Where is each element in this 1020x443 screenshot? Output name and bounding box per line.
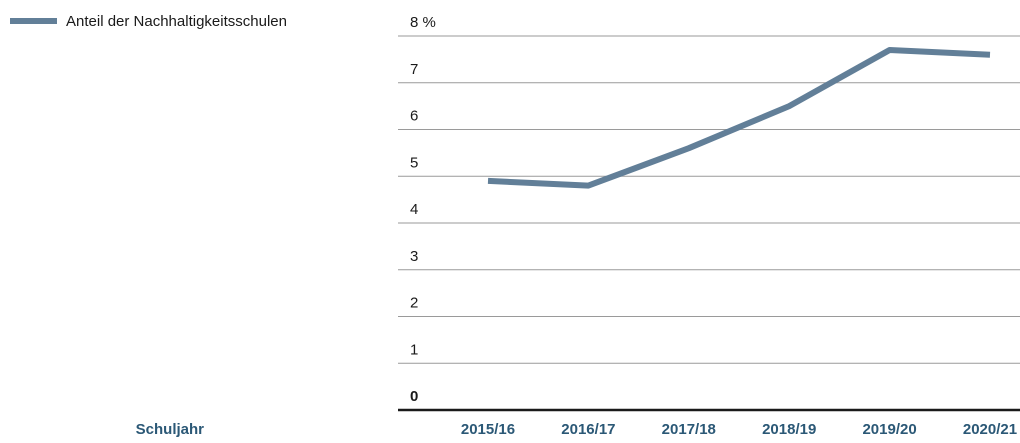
x-axis-title: Schuljahr: [136, 421, 205, 438]
x-tick-label: 2019/20: [862, 421, 916, 438]
x-tick-label: 2016/17: [561, 421, 615, 438]
x-tick-label: 2017/18: [662, 421, 716, 438]
y-tick-label: 2: [410, 295, 418, 312]
legend-label: Anteil der Nachhaltigkeitsschulen: [66, 13, 287, 30]
x-tick-label: 2020/21: [963, 421, 1017, 438]
x-tick-label: 2018/19: [762, 421, 816, 438]
y-tick-label: 5: [410, 154, 418, 171]
y-tick-label: 4: [410, 201, 418, 218]
y-tick-label: 7: [410, 61, 418, 78]
y-tick-label: 0: [410, 388, 418, 405]
y-tick-label: 8 %: [410, 14, 436, 31]
data-line: [487, 47, 991, 189]
y-tick-label: 1: [410, 341, 418, 358]
x-tick-label: 2015/16: [461, 421, 515, 438]
y-tick-label: 6: [410, 108, 418, 125]
y-tick-label: 3: [410, 248, 418, 265]
